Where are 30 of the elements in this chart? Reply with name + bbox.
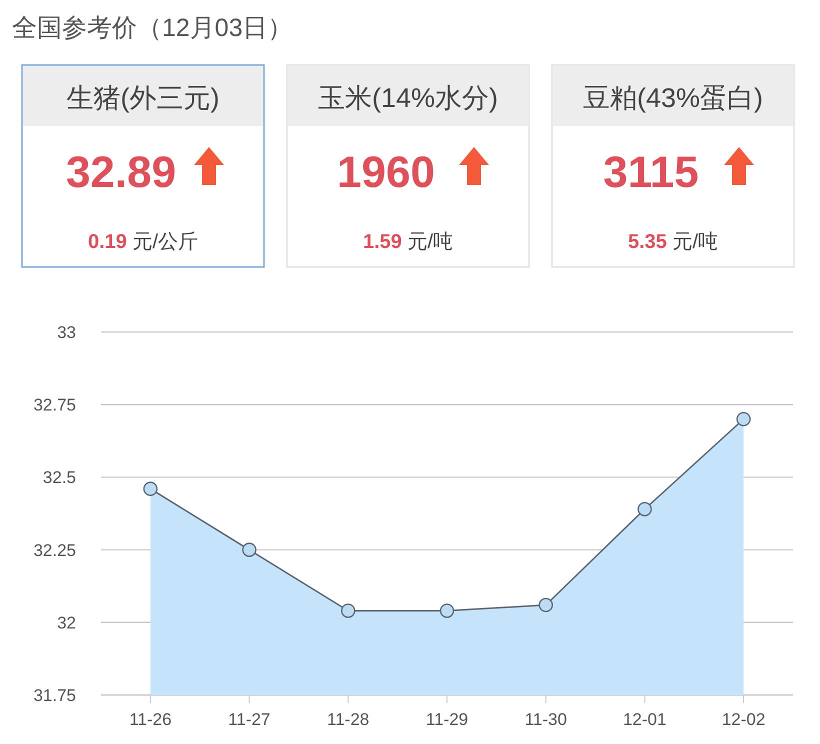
point: [143, 482, 158, 496]
x-tick-label: 11-27: [228, 710, 270, 729]
text: 生猪(外三元): [66, 83, 220, 113]
x-tick-label: 11-26: [129, 710, 172, 729]
x-tick-label: 11-28: [327, 710, 370, 729]
text: 5.35 元/吨: [628, 231, 718, 253]
x-tick-label: 12-01: [622, 710, 666, 729]
x-tick-label: 12-02: [722, 710, 766, 729]
point: [538, 598, 554, 612]
y-tick-label: 32.75: [33, 396, 76, 415]
point: [736, 412, 751, 426]
text: 1960: [337, 148, 435, 197]
point: [638, 502, 652, 516]
point: [440, 604, 454, 618]
x-tick-label: 11-29: [426, 710, 468, 729]
text: 32.89: [66, 148, 176, 197]
text: 0.19 元/公斤: [88, 231, 198, 253]
y-tick-label: 32: [57, 613, 76, 632]
y-tick-label: 31.75: [33, 686, 76, 705]
y-tick-label: 32.25: [33, 540, 76, 560]
x-tick-label: 11-30: [524, 710, 567, 729]
text: 全国参考价（12月03日）: [12, 14, 293, 42]
text: 3115: [603, 148, 699, 197]
text: 豆粕(43%蛋白): [582, 83, 764, 113]
point: [242, 542, 256, 557]
text: 玉米(14%水分): [318, 83, 498, 113]
y-tick-label: 32.5: [42, 468, 76, 488]
text: 1.59 元/吨: [362, 231, 454, 253]
y-tick-label: 33: [57, 323, 76, 342]
point: [340, 604, 356, 618]
